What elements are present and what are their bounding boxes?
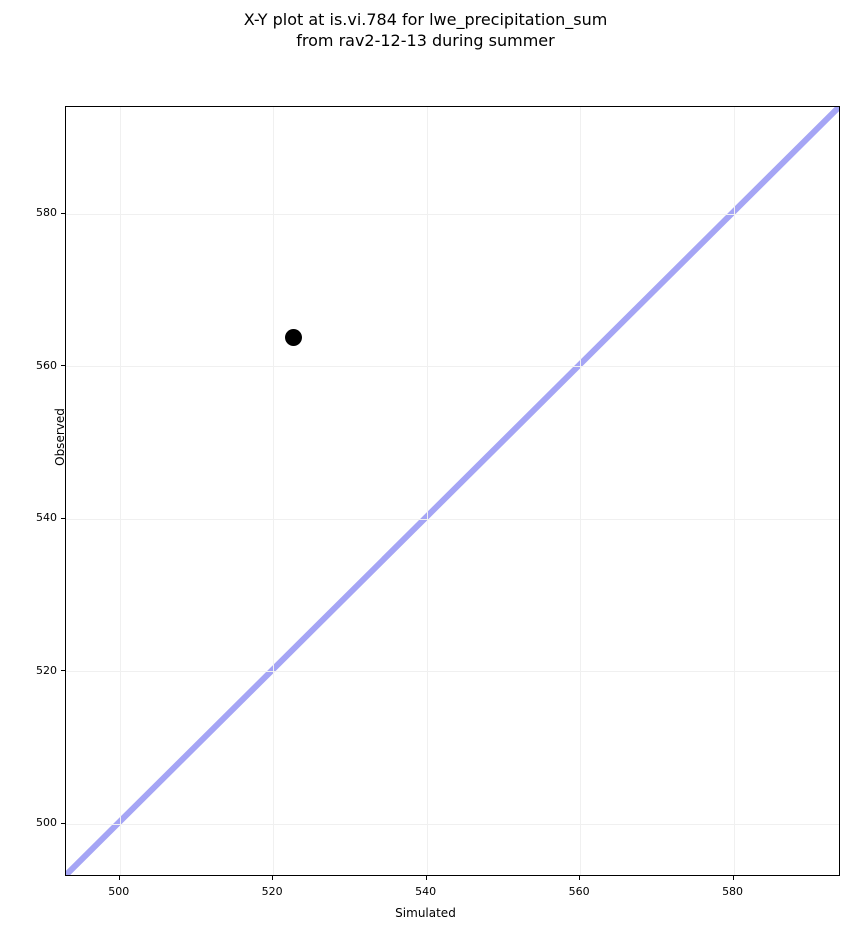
x-tick: [118, 876, 120, 880]
y-tick-label: 540: [36, 511, 57, 525]
y-tick-label: 580: [36, 206, 57, 220]
y-tick: [61, 822, 65, 824]
y-axis-label: Observed: [53, 408, 67, 466]
y-tick: [61, 212, 65, 214]
gridline-horizontal: [66, 366, 839, 368]
x-tick: [732, 876, 734, 880]
y-tick-label: 520: [36, 663, 57, 677]
x-tick-label: 500: [108, 885, 130, 898]
plot-area[interactable]: [65, 106, 840, 876]
scatter-point[interactable]: [284, 328, 302, 346]
x-tick-label: 520: [261, 885, 283, 898]
x-tick: [272, 876, 274, 880]
gridline-vertical: [119, 107, 121, 875]
gridline-horizontal: [66, 518, 839, 520]
gridline-vertical: [426, 107, 428, 875]
x-tick-label: 540: [415, 885, 437, 898]
x-tick-label: 560: [568, 885, 590, 898]
gridline-vertical: [733, 107, 735, 875]
gridline-horizontal: [66, 671, 839, 673]
gridline-vertical: [580, 107, 582, 875]
x-tick-label: 580: [722, 885, 744, 898]
gridline-vertical: [273, 107, 275, 875]
y-tick: [61, 670, 65, 672]
gridline-horizontal: [66, 213, 839, 215]
y-tick-label: 560: [36, 358, 57, 372]
x-axis-label: Simulated: [395, 906, 456, 920]
y-tick: [61, 365, 65, 367]
gridline-horizontal: [66, 823, 839, 825]
x-tick: [425, 876, 427, 880]
chart-title: X-Y plot at is.vi.784 for lwe_precipitat…: [243, 10, 608, 50]
y-tick-label: 500: [36, 816, 57, 830]
identity-line: [66, 107, 839, 875]
y-tick: [61, 517, 65, 519]
x-tick: [579, 876, 581, 880]
